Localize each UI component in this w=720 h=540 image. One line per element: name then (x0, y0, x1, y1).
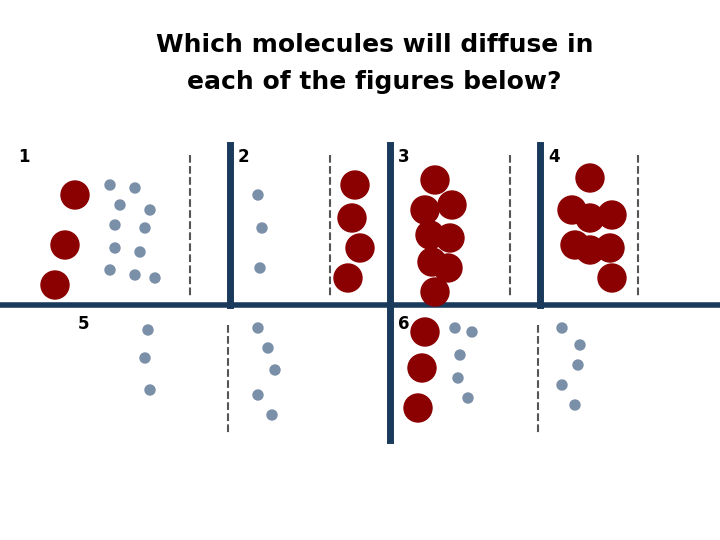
Circle shape (105, 265, 115, 275)
Circle shape (140, 353, 150, 363)
Text: each of the figures below?: each of the figures below? (187, 70, 562, 94)
Circle shape (51, 231, 79, 259)
Circle shape (253, 323, 263, 333)
Text: 3: 3 (398, 148, 410, 166)
Circle shape (418, 248, 446, 276)
Text: 6: 6 (398, 315, 410, 333)
Circle shape (263, 343, 273, 353)
Circle shape (561, 231, 589, 259)
Circle shape (110, 243, 120, 253)
Circle shape (576, 204, 604, 232)
Circle shape (576, 236, 604, 264)
Circle shape (570, 400, 580, 410)
Circle shape (61, 181, 89, 209)
Circle shape (573, 360, 583, 370)
Circle shape (41, 271, 69, 299)
Circle shape (257, 223, 267, 233)
Circle shape (557, 323, 567, 333)
Circle shape (253, 190, 263, 200)
Circle shape (411, 318, 439, 346)
Circle shape (421, 166, 449, 194)
Circle shape (557, 380, 567, 390)
Circle shape (450, 323, 460, 333)
Circle shape (135, 247, 145, 257)
Circle shape (145, 205, 155, 215)
Circle shape (255, 263, 265, 273)
Circle shape (575, 340, 585, 350)
Circle shape (411, 196, 439, 224)
Text: 2: 2 (238, 148, 250, 166)
Circle shape (270, 365, 280, 375)
Circle shape (404, 394, 432, 422)
Circle shape (453, 373, 463, 383)
Text: Which molecules will diffuse in: Which molecules will diffuse in (156, 33, 593, 57)
Circle shape (346, 234, 374, 262)
Circle shape (438, 191, 466, 219)
Circle shape (253, 390, 263, 400)
Circle shape (436, 224, 464, 252)
Circle shape (467, 327, 477, 337)
Circle shape (140, 223, 150, 233)
Circle shape (558, 196, 586, 224)
Circle shape (576, 164, 604, 192)
Circle shape (334, 264, 362, 292)
Circle shape (416, 221, 444, 249)
Circle shape (598, 264, 626, 292)
Text: 4: 4 (548, 148, 559, 166)
Circle shape (421, 278, 449, 306)
Circle shape (115, 200, 125, 210)
Circle shape (341, 171, 369, 199)
Circle shape (143, 325, 153, 335)
Circle shape (105, 180, 115, 190)
Circle shape (267, 410, 277, 420)
Circle shape (150, 273, 160, 283)
Circle shape (434, 254, 462, 282)
Circle shape (130, 270, 140, 280)
Circle shape (338, 204, 366, 232)
Circle shape (596, 234, 624, 262)
Text: 1: 1 (18, 148, 30, 166)
Circle shape (145, 385, 155, 395)
Circle shape (408, 354, 436, 382)
Circle shape (110, 220, 120, 230)
Circle shape (463, 393, 473, 403)
Circle shape (130, 183, 140, 193)
Text: 5: 5 (78, 315, 89, 333)
Circle shape (455, 350, 465, 360)
Circle shape (598, 201, 626, 229)
